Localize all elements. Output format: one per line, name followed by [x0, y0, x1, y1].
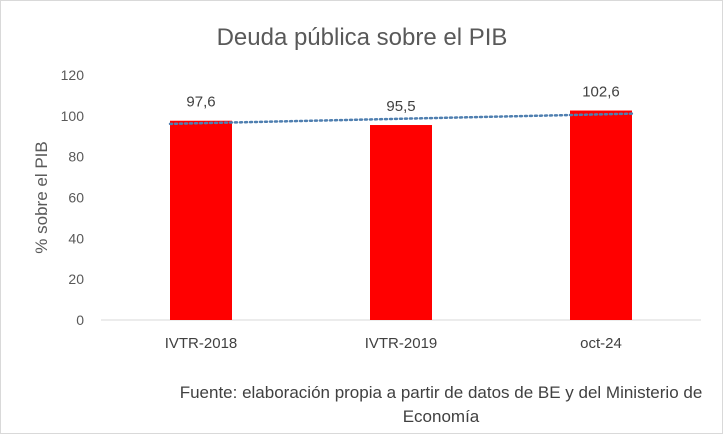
- y-tick-label: 0: [76, 312, 84, 328]
- y-tick-label: 120: [61, 67, 85, 83]
- x-tick-label: oct-24: [580, 335, 622, 352]
- y-tick-label: 60: [68, 190, 84, 206]
- source-note: Fuente: elaboración propia a partir de d…: [179, 383, 703, 426]
- y-tick-label: 20: [68, 271, 84, 287]
- data-label: 102,6: [582, 84, 620, 101]
- chart-title: Deuda pública sobre el PIB: [217, 24, 508, 51]
- x-tick-label: IVTR-2019: [365, 335, 438, 352]
- x-tick-label: IVTR-2018: [165, 335, 238, 352]
- y-tick-label: 40: [68, 230, 84, 246]
- trendline: [168, 112, 634, 126]
- bar: [370, 125, 432, 320]
- bar: [570, 110, 632, 321]
- y-axis-label: % sobre el PIB: [32, 141, 51, 253]
- bar: [170, 120, 232, 320]
- y-tick-label: 100: [61, 108, 85, 124]
- data-label: 97,6: [186, 94, 215, 111]
- y-tick-label: 80: [68, 149, 84, 165]
- data-label: 95,5: [386, 98, 415, 115]
